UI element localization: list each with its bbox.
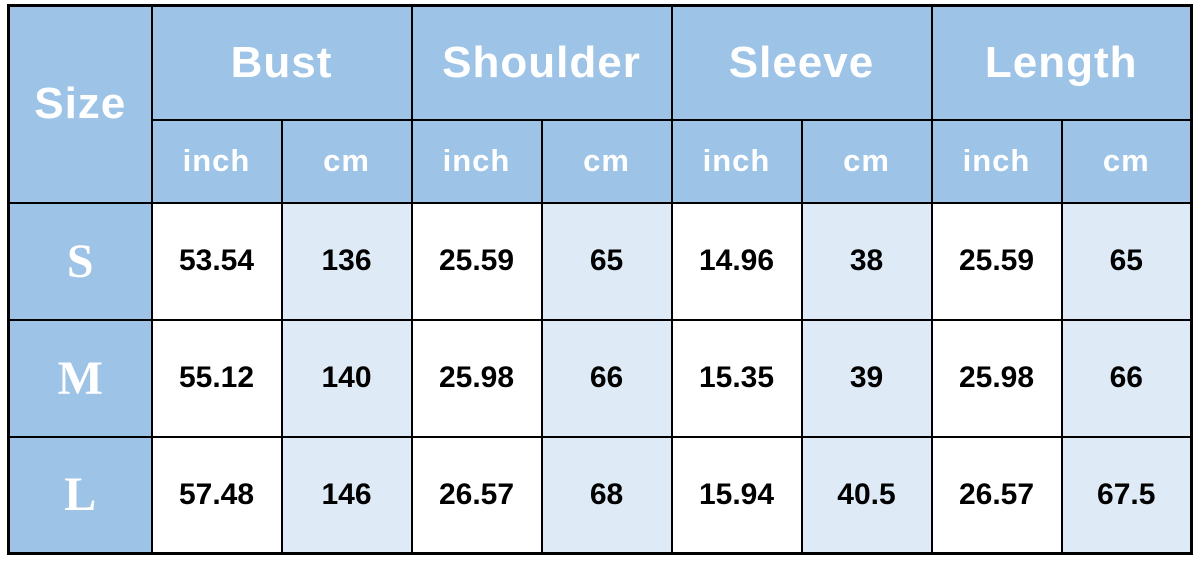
unit-header-sleeve-cm: cm	[800, 118, 933, 204]
cell-m-length-cm: 66	[1060, 318, 1193, 438]
cell-m-shoulder-cm: 66	[540, 318, 673, 438]
group-header-shoulder: Shoulder	[410, 4, 673, 121]
size-corner-header: Size	[7, 4, 153, 204]
cell-m-sleeve-cm: 39	[800, 318, 933, 438]
cell-s-bust-inch: 53.54	[150, 201, 283, 321]
cell-m-sleeve-inch: 15.35	[670, 318, 803, 438]
cell-m-shoulder-inch: 25.98	[410, 318, 543, 438]
cell-l-length-cm: 67.5	[1060, 435, 1193, 555]
size-label-m: M	[7, 318, 153, 438]
group-header-length: Length	[930, 4, 1193, 121]
unit-header-bust-cm: cm	[280, 118, 413, 204]
cell-m-bust-inch: 55.12	[150, 318, 283, 438]
cell-s-length-inch: 25.59	[930, 201, 1063, 321]
cell-m-length-inch: 25.98	[930, 318, 1063, 438]
cell-s-shoulder-cm: 65	[540, 201, 673, 321]
group-header-bust: Bust	[150, 4, 413, 121]
cell-s-length-cm: 65	[1060, 201, 1193, 321]
cell-l-shoulder-cm: 68	[540, 435, 673, 555]
size-label-l: L	[7, 435, 153, 555]
header-group-row: Size Bust Shoulder Sleeve Length	[7, 4, 1193, 204]
unit-header-shoulder-inch: inch	[410, 118, 543, 204]
cell-l-sleeve-inch: 15.94	[670, 435, 803, 555]
cell-l-bust-inch: 57.48	[150, 435, 283, 555]
table-row-size-m: M 55.12 140 25.98 66 15.35 39 25.98 66	[7, 318, 1193, 438]
cell-s-sleeve-cm: 38	[800, 201, 933, 321]
size-chart-table: Size Bust Shoulder Sleeve Length inch cm…	[7, 4, 1193, 555]
cell-s-bust-cm: 136	[280, 201, 413, 321]
table-row-size-l: L 57.48 146 26.57 68 15.94 40.5 26.57 67…	[7, 435, 1193, 555]
cell-s-sleeve-inch: 14.96	[670, 201, 803, 321]
cell-s-shoulder-inch: 25.59	[410, 201, 543, 321]
unit-header-shoulder-cm: cm	[540, 118, 673, 204]
cell-l-sleeve-cm: 40.5	[800, 435, 933, 555]
unit-header-bust-inch: inch	[150, 118, 283, 204]
unit-header-length-inch: inch	[930, 118, 1063, 204]
cell-l-bust-cm: 146	[280, 435, 413, 555]
unit-header-sleeve-inch: inch	[670, 118, 803, 204]
cell-l-shoulder-inch: 26.57	[410, 435, 543, 555]
group-header-sleeve: Sleeve	[670, 4, 933, 121]
size-label-s: S	[7, 201, 153, 321]
unit-header-length-cm: cm	[1060, 118, 1193, 204]
header-unit-row: inch cm inch cm inch cm inch cm	[9, 118, 1193, 204]
cell-l-length-inch: 26.57	[930, 435, 1063, 555]
table-row-size-s: S 53.54 136 25.59 65 14.96 38 25.59 65	[7, 201, 1193, 321]
cell-m-bust-cm: 140	[280, 318, 413, 438]
